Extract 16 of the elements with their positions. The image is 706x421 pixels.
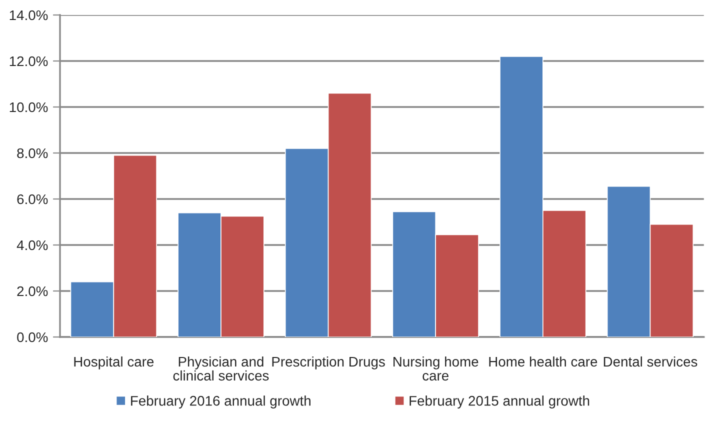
y-tick-label: 4.0% [16, 240, 48, 250]
y-tick-label: 8.0% [17, 148, 48, 158]
x-tick-label: Home health care [489, 356, 598, 367]
x-tick-label: Hospital care [74, 356, 154, 370]
y-tick-label: 14.0% [10, 10, 48, 20]
y-tick-label: 2.0% [17, 286, 48, 296]
x-tick-label: Dental services [604, 356, 698, 367]
y-tick-label: 0.0% [17, 332, 48, 342]
legend-label: February 2015 annual growth [410, 396, 590, 408]
y-tick-label: 6.0% [17, 194, 48, 204]
y-tick-label: 12.0% [10, 56, 48, 66]
legend-label: February 2016 annual growth [131, 396, 310, 408]
x-tick-label: Nursing home care [394, 356, 478, 381]
x-tick-label: Prescription Drugs [272, 356, 385, 370]
x-tick-label: Physician and clinical services [173, 356, 269, 381]
y-tick-label: 10.0% [10, 102, 48, 112]
